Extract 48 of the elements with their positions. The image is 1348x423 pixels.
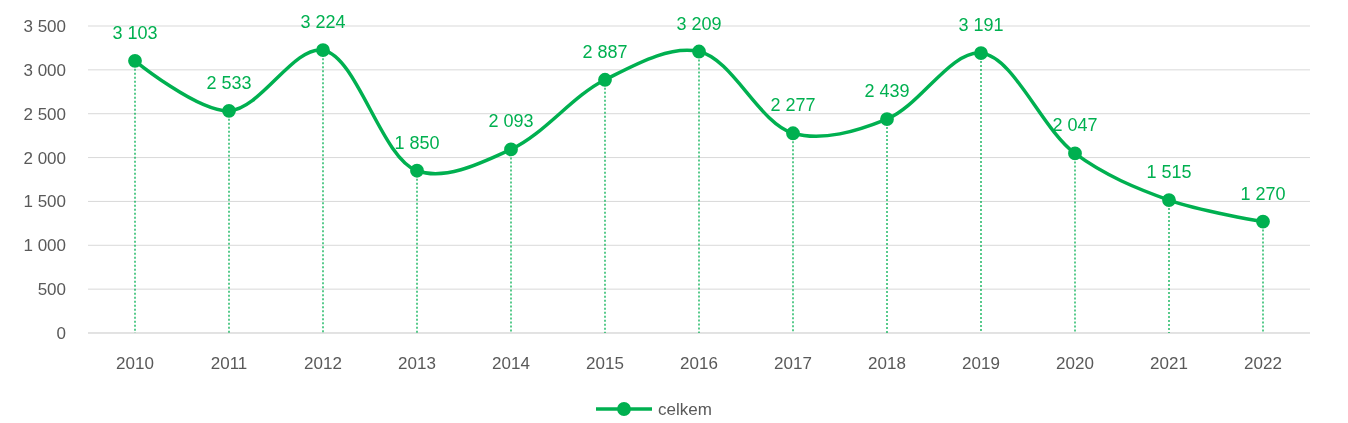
x-tick-label: 2014 (492, 353, 530, 373)
legend-label: celkem (658, 399, 712, 419)
y-tick-label: 3 500 (23, 16, 66, 36)
point (128, 53, 142, 68)
point (1162, 193, 1176, 208)
y-tick-label: 2 500 (23, 104, 66, 124)
data-label: 3 224 (300, 12, 346, 33)
y-tick-label: 3 000 (23, 60, 66, 80)
point (316, 43, 330, 58)
y-tick-label: 2 000 (23, 148, 66, 168)
data-label: 2 093 (488, 111, 534, 132)
data-label: 3 191 (958, 15, 1004, 36)
x-tick-label: 2012 (304, 353, 342, 373)
point (974, 46, 988, 60)
point (692, 44, 706, 59)
x-tick-label: 2011 (210, 353, 248, 373)
point (222, 103, 236, 118)
point (410, 163, 424, 178)
x-tick-label: 2022 (1244, 353, 1282, 373)
x-tick-label: 2021 (1150, 353, 1188, 373)
x-tick-label: 2019 (962, 353, 1000, 373)
data-label: 1 515 (1146, 162, 1192, 183)
x-tick-label: 2018 (868, 353, 906, 373)
point (1068, 146, 1082, 161)
y-tick-label: 500 (37, 280, 66, 300)
y-tick-label: 1 000 (23, 236, 66, 256)
x-tick-label: 2010 (116, 353, 154, 373)
x-tick-label: 2016 (680, 353, 718, 373)
data-label: 1 270 (1240, 183, 1286, 204)
x-tick-label: 2015 (586, 353, 624, 373)
y-tick-label: 1 500 (23, 192, 66, 212)
data-label: 3 209 (676, 13, 722, 34)
data-label: 2 533 (206, 72, 252, 93)
point (880, 112, 894, 126)
x-tick-label: 2017 (774, 353, 812, 373)
y-tick-label: 0 (56, 323, 66, 343)
x-tick-label: 2020 (1056, 353, 1094, 373)
data-label: 1 850 (394, 132, 440, 153)
data-label: 3 103 (112, 22, 158, 43)
data-label: 2 047 (1052, 115, 1098, 136)
data-label: 2 887 (582, 41, 628, 62)
data-label: 2 277 (770, 95, 816, 116)
point (1256, 214, 1270, 229)
point (598, 72, 612, 87)
x-tick-label: 2013 (398, 353, 436, 373)
data-label: 2 439 (864, 81, 910, 102)
point (504, 142, 518, 157)
point (786, 126, 800, 141)
